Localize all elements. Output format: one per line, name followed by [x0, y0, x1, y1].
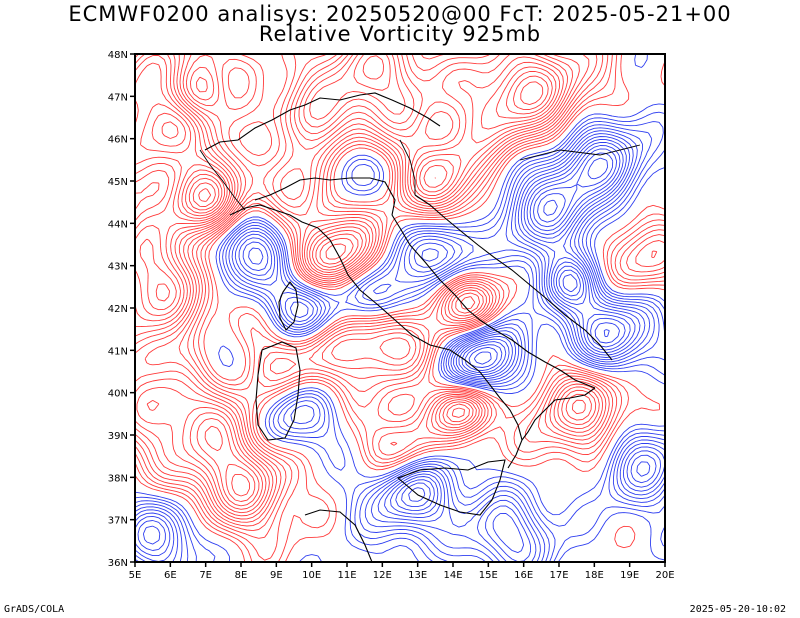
y-tick-label: 39N — [108, 431, 128, 442]
negative-vorticity-contour — [135, 54, 665, 562]
y-tick-label: 44N — [108, 219, 128, 230]
positive-vorticity-contour — [135, 54, 665, 523]
negative-vorticity-contour — [408, 148, 620, 502]
negative-vorticity-contour — [135, 130, 665, 562]
y-tick-label: 40N — [108, 389, 128, 400]
x-tick-label: 14E — [443, 570, 462, 581]
negative-vorticity-contour — [537, 157, 609, 223]
y-tick-label: 46N — [108, 135, 128, 146]
x-tick-label: 7E — [199, 570, 212, 581]
x-tick-label: 5E — [129, 570, 142, 581]
y-tick-label: 37N — [108, 516, 128, 527]
x-tick-label: 18E — [585, 570, 604, 581]
x-tick-label: 16E — [514, 570, 533, 581]
latitude-axis: 36N 37N 38N 39N 40N 41N 42N 43N 44N 45N 46N 47N 48N — [108, 50, 135, 569]
negative-vorticity-contour — [135, 124, 665, 562]
map-title-line2: Relative Vorticity 925mb — [258, 22, 542, 46]
x-tick-label: 6E — [164, 570, 177, 581]
y-tick-label: 48N — [108, 50, 128, 61]
positive-vorticity-contour — [135, 54, 597, 514]
y-tick-label: 36N — [108, 558, 128, 569]
positive-vorticity-contour — [161, 75, 549, 214]
positive-vorticity-contour — [188, 81, 544, 211]
x-tick-label: 15E — [479, 570, 498, 581]
y-tick-label: 42N — [108, 304, 128, 315]
x-tick-label: 10E — [302, 570, 321, 581]
x-tick-label: 12E — [373, 570, 392, 581]
x-tick-label: 20E — [655, 570, 674, 581]
positive-vorticity-contour — [135, 54, 665, 562]
negative-vorticity-contour — [135, 120, 665, 562]
positive-vorticity-contour — [135, 54, 665, 562]
x-tick-label: 11E — [337, 570, 356, 581]
y-tick-label: 41N — [108, 346, 128, 357]
negative-vorticity-contour — [473, 152, 614, 365]
positive-vorticity-contour — [198, 188, 212, 202]
positive-vorticity-contour — [192, 182, 216, 207]
x-tick-label: 19E — [620, 570, 639, 581]
y-tick-label: 45N — [108, 177, 128, 188]
positive-vorticity-contour — [135, 54, 600, 517]
positive-vorticity-contour — [135, 54, 665, 527]
positive-vorticity-contour — [151, 55, 553, 497]
map-title-line1: ECMWF0200 analisys: 20250520@00 FcT: 202… — [68, 2, 732, 26]
negative-vorticity-contour — [135, 136, 662, 562]
positive-vorticity-contour — [135, 54, 665, 532]
negative-vorticity-contour — [543, 199, 558, 216]
footer-timestamp: 2025-05-20-10:02 — [689, 604, 786, 615]
map-background — [135, 54, 665, 562]
positive-vorticity-contour — [135, 54, 658, 520]
x-tick-label: 8E — [235, 570, 248, 581]
positive-vorticity-contour — [135, 54, 665, 561]
negative-vorticity-contour — [137, 138, 657, 554]
footer-credit: GrADS/COLA — [4, 604, 65, 615]
x-tick-label: 9E — [270, 570, 283, 581]
x-tick-label: 17E — [549, 570, 568, 581]
y-tick-label: 47N — [108, 92, 128, 103]
y-tick-label: 43N — [108, 262, 128, 273]
positive-vorticity-contour — [135, 54, 592, 510]
x-tick-label: 13E — [408, 570, 427, 581]
y-tick-label: 38N — [108, 473, 128, 484]
vorticity-contours — [135, 54, 665, 562]
coastline-borders — [199, 92, 641, 562]
negative-vorticity-contour — [135, 133, 665, 562]
negative-vorticity-contour — [135, 111, 665, 562]
negative-vorticity-contour — [401, 145, 626, 508]
negative-vorticity-contour — [142, 141, 651, 545]
longitude-axis: 5E 6E 7E 8E 9E 10E 11E 12E 13E 14E 15E 16E 17E 18E 19E… — [129, 562, 675, 581]
